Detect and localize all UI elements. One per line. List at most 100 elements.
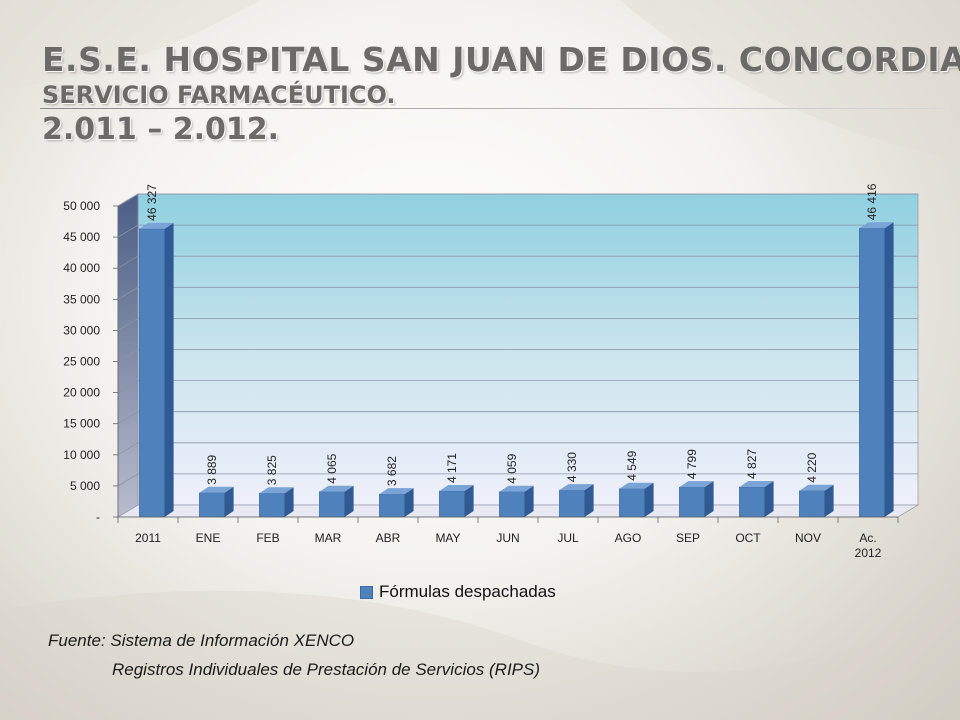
bar-top — [139, 222, 174, 229]
bar-side — [884, 222, 894, 517]
bar-front — [739, 486, 765, 518]
bar-top — [319, 485, 354, 492]
bar-top — [439, 485, 474, 492]
bar-top — [499, 485, 534, 492]
y-tick-label: 45 000 — [63, 230, 100, 244]
bar-top — [739, 480, 774, 487]
x-tick-label: 2011 — [135, 531, 161, 545]
y-tick-label: 40 000 — [63, 261, 100, 275]
bar-side — [464, 485, 474, 517]
legend-swatch — [360, 585, 373, 599]
y-tick-label: 15 000 — [63, 417, 100, 431]
bar — [379, 488, 414, 518]
data-label: 4 330 — [565, 452, 579, 482]
bar — [319, 485, 354, 518]
x-tick-label: AGO — [615, 531, 642, 545]
data-label: 46 327 — [145, 184, 159, 221]
bar-side — [164, 222, 174, 517]
data-label: 4 220 — [805, 452, 819, 482]
bar — [619, 482, 654, 518]
bar-top — [859, 222, 894, 229]
data-label: 4 065 — [325, 453, 339, 483]
gridline — [117, 411, 918, 425]
bar-side — [224, 486, 234, 517]
bar — [259, 487, 294, 518]
bar-top — [379, 488, 414, 495]
data-label: 46 416 — [865, 183, 879, 220]
legend-label: Fórmulas despachadas — [379, 582, 556, 601]
gridline — [117, 286, 918, 300]
title-line-hospital: E.S.E. HOSPITAL SAN JUAN DE DIOS. CONCOR… — [42, 40, 960, 79]
x-tick-label: FEB — [256, 531, 279, 545]
x-tick-label: ENE — [196, 531, 221, 545]
bar-side — [764, 480, 774, 517]
bar-front — [499, 491, 525, 518]
x-tick-label: OCT — [735, 531, 761, 545]
data-label: 4 059 — [505, 453, 519, 483]
bar-top — [799, 484, 834, 491]
y-tick-label: 20 000 — [63, 386, 100, 400]
bar-side — [344, 485, 354, 517]
x-tick-label: SEP — [676, 531, 700, 545]
gridline — [117, 317, 918, 331]
x-tick-label: Ac. 2012 — [855, 531, 882, 560]
source-line-2: Registros Individuales de Prestación de … — [112, 660, 541, 679]
gridline — [117, 380, 918, 393]
x-tick-label: JUL — [557, 531, 579, 545]
x-tick-label: ABR — [376, 531, 401, 545]
x-tick-label: JUN — [496, 531, 519, 545]
bar-side — [644, 482, 654, 517]
bar-front — [859, 227, 885, 518]
y-tick-label: 30 000 — [63, 323, 100, 337]
data-label: 4 171 — [445, 453, 459, 483]
data-label: 4 827 — [745, 449, 759, 479]
bar — [199, 486, 234, 518]
bar-side — [584, 484, 594, 517]
bar-side — [404, 488, 414, 517]
bar-front — [679, 486, 705, 518]
bar-top — [199, 486, 234, 493]
bar — [439, 485, 474, 518]
bar — [859, 222, 894, 518]
data-label: 3 682 — [385, 456, 399, 486]
bar-front — [799, 490, 825, 518]
gridline — [117, 442, 918, 456]
x-tick-label: MAR — [315, 531, 342, 545]
bar-front — [379, 493, 405, 518]
title-line-years: 2.011 – 2.012. — [42, 112, 280, 147]
title-divider — [40, 108, 945, 109]
bar-side — [824, 484, 834, 517]
bar-top — [679, 481, 714, 488]
source-line-1: Fuente: Sistema de Información XENCO — [48, 631, 355, 650]
x-tick-label: MAY — [435, 531, 460, 545]
bar-side — [524, 485, 534, 517]
y-tick-label: - — [96, 510, 100, 524]
bar — [139, 222, 174, 518]
bar — [739, 480, 774, 518]
bar-top — [559, 484, 594, 491]
gridline — [117, 193, 918, 207]
y-tick-label: 5 000 — [70, 479, 100, 493]
bar — [499, 485, 534, 518]
bar-side — [704, 481, 714, 517]
bar-front — [139, 228, 165, 518]
y-tick-label: 25 000 — [63, 355, 100, 369]
bar-front — [559, 489, 585, 518]
bar-front — [619, 488, 645, 518]
bar-top — [619, 482, 654, 489]
data-label: 4 799 — [685, 449, 699, 479]
source-note: Fuente: Sistema de Información XENCO Reg… — [48, 626, 540, 684]
bar-front — [199, 492, 225, 518]
y-tick-label: 50 000 — [63, 199, 100, 213]
bar — [679, 481, 714, 518]
data-label: 3 889 — [205, 454, 219, 484]
gridline — [117, 349, 918, 362]
bar-side — [284, 487, 294, 517]
y-tick-label: 35 000 — [63, 292, 100, 306]
y-tick-label: 10 000 — [63, 448, 100, 462]
chart-legend: Fórmulas despachadas — [360, 582, 556, 602]
bar-front — [439, 490, 465, 518]
gridline — [117, 255, 918, 269]
